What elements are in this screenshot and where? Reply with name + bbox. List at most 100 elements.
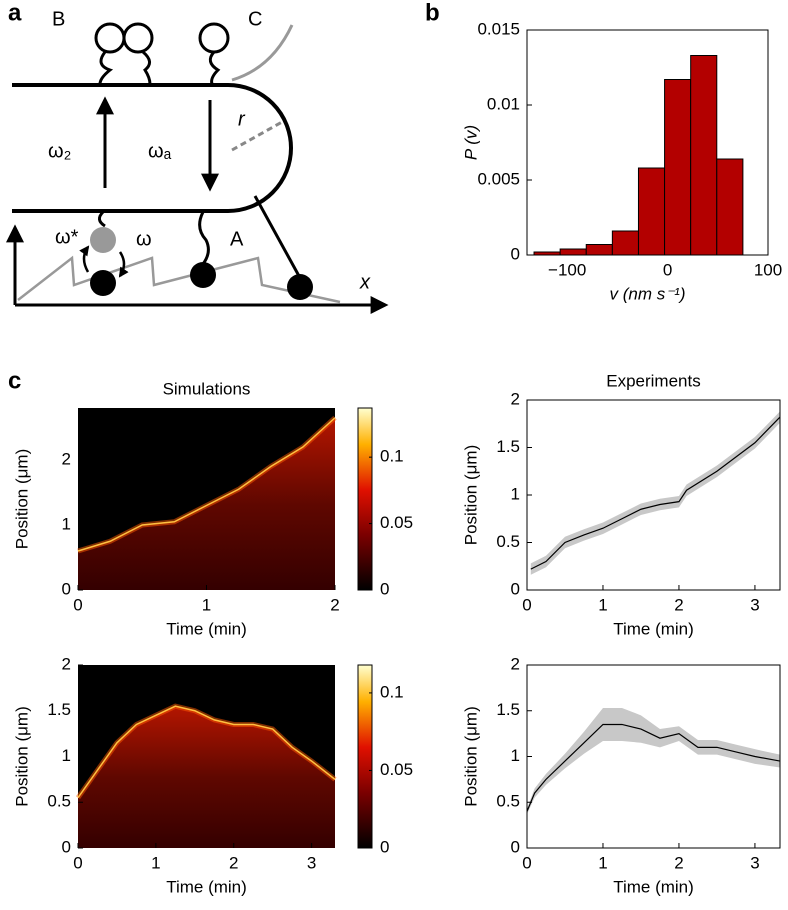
y-tick-label: 1.5: [496, 437, 520, 456]
x-tick-label: 2: [674, 595, 683, 614]
potential: [17, 255, 341, 304]
y-tick-label: 1.5: [496, 700, 520, 719]
bar: [664, 79, 692, 256]
y-tick-label: 0.015: [477, 19, 520, 38]
error-band: [527, 708, 780, 815]
diagram-labels: B C ω₂ ωₐ r ω* ω A x: [48, 8, 371, 293]
microtubule: [12, 83, 293, 213]
y-axis-label: P (v): [461, 125, 480, 160]
y-tick-label: 0: [62, 837, 71, 856]
y-tick-label: 2: [511, 389, 520, 408]
front-line: [77, 417, 336, 552]
diagram-label: C: [248, 8, 262, 30]
y-tick-label: 2: [511, 654, 520, 673]
axes-background: [527, 400, 780, 590]
membrane: [231, 24, 294, 82]
y-tick-label: 0: [511, 579, 520, 598]
axes-box: [526, 664, 781, 849]
tether: [253, 195, 301, 277]
y-tick-label: 0.5: [496, 532, 520, 551]
panel-label: a: [8, 0, 22, 26]
diagram-label: A: [230, 228, 244, 250]
chart-title: Experiments: [606, 371, 700, 390]
bead: [190, 262, 216, 288]
y-axis-label: Position (μm): [12, 706, 31, 806]
kymograph-fill: [78, 417, 335, 590]
bar: [585, 244, 613, 256]
y-tick-label: 1.5: [47, 700, 71, 719]
y-tick-label: 1: [62, 746, 71, 765]
bar: [611, 230, 639, 256]
colorbar: [357, 664, 373, 849]
y-axis-label: Position (μm): [461, 706, 480, 806]
x-tick-label: 0: [522, 595, 531, 614]
x-tick-label: 2: [229, 853, 238, 872]
diagram-label: ω₂: [48, 140, 71, 162]
x-tick-label: 3: [750, 595, 759, 614]
diagram-label: ωₐ: [148, 140, 172, 162]
y-tick-label: 0: [62, 579, 71, 598]
bar: [637, 167, 666, 256]
error-band: [530, 411, 780, 575]
rate-arrow: [118, 251, 129, 278]
x-axis-label: Time (min): [613, 619, 694, 638]
line: [530, 416, 781, 570]
tether: [98, 210, 106, 228]
y-axis-label: Position (μm): [461, 445, 480, 545]
kymograph-fill: [78, 706, 335, 848]
bead: [90, 227, 116, 253]
y-tick-label: 0: [511, 244, 520, 263]
motor-leg: [208, 50, 221, 85]
y-tick-label: 0.5: [47, 792, 71, 811]
colorbar-tick-label: 0: [380, 837, 389, 856]
x-tick-label: −100: [548, 260, 586, 279]
x-tick-label: 0: [522, 853, 531, 872]
x-tick-label: 1: [598, 595, 607, 614]
x-tick-label: 100: [754, 260, 782, 279]
x-tick-label: 0: [73, 595, 82, 614]
colorbar-tick-label: 0.05: [380, 760, 413, 779]
x-tick-label: 1: [202, 595, 211, 614]
x-tick-label: 3: [750, 853, 759, 872]
x-axis-label: Time (min): [166, 877, 247, 896]
chart-title: Simulations: [163, 379, 251, 398]
x-tick-label: 1: [151, 853, 160, 872]
colorbar-tick-label: 0: [380, 579, 389, 598]
colorbar-tick-label: 0.1: [380, 682, 404, 701]
diagram-label: r: [238, 108, 246, 130]
bar: [716, 158, 744, 256]
x-tick-label: 3: [307, 853, 316, 872]
x-axis-label: v (nm s⁻¹): [609, 284, 685, 303]
diagram: [6, 22, 389, 314]
y-tick-label: 0.005: [477, 169, 520, 188]
y-tick-label: 2: [62, 654, 71, 673]
bead: [90, 270, 116, 296]
x-axis-label: Time (min): [613, 877, 694, 896]
axes-box: [526, 399, 781, 591]
motor-head: [94, 22, 126, 54]
y-axis-label: Position (μm): [12, 449, 31, 549]
front-line: [77, 705, 336, 799]
x-tick-label: 0: [73, 853, 82, 872]
diagram-label: ω*: [55, 226, 79, 248]
x-tick-label: 1: [598, 853, 607, 872]
y-tick-label: 0.01: [487, 94, 520, 113]
panel-label: b: [425, 0, 440, 26]
y-tick-label: 1: [511, 484, 520, 503]
diagram-label: ω: [136, 228, 152, 250]
colorbar-tick-label: 0.05: [380, 513, 413, 532]
diagram-label: x: [359, 271, 371, 293]
tether: [198, 211, 210, 265]
panel-label: c: [8, 367, 21, 394]
y-tick-label: 1: [511, 746, 520, 765]
y-tick-label: 0.5: [496, 792, 520, 811]
rate-arrow: [79, 245, 90, 273]
x-tick-label: 0: [663, 260, 672, 279]
bead: [287, 274, 313, 300]
x-tick-label: 2: [674, 853, 683, 872]
y-tick-label: 2: [62, 449, 71, 468]
x-axis-label: Time (min): [166, 619, 247, 638]
line: [526, 723, 781, 812]
